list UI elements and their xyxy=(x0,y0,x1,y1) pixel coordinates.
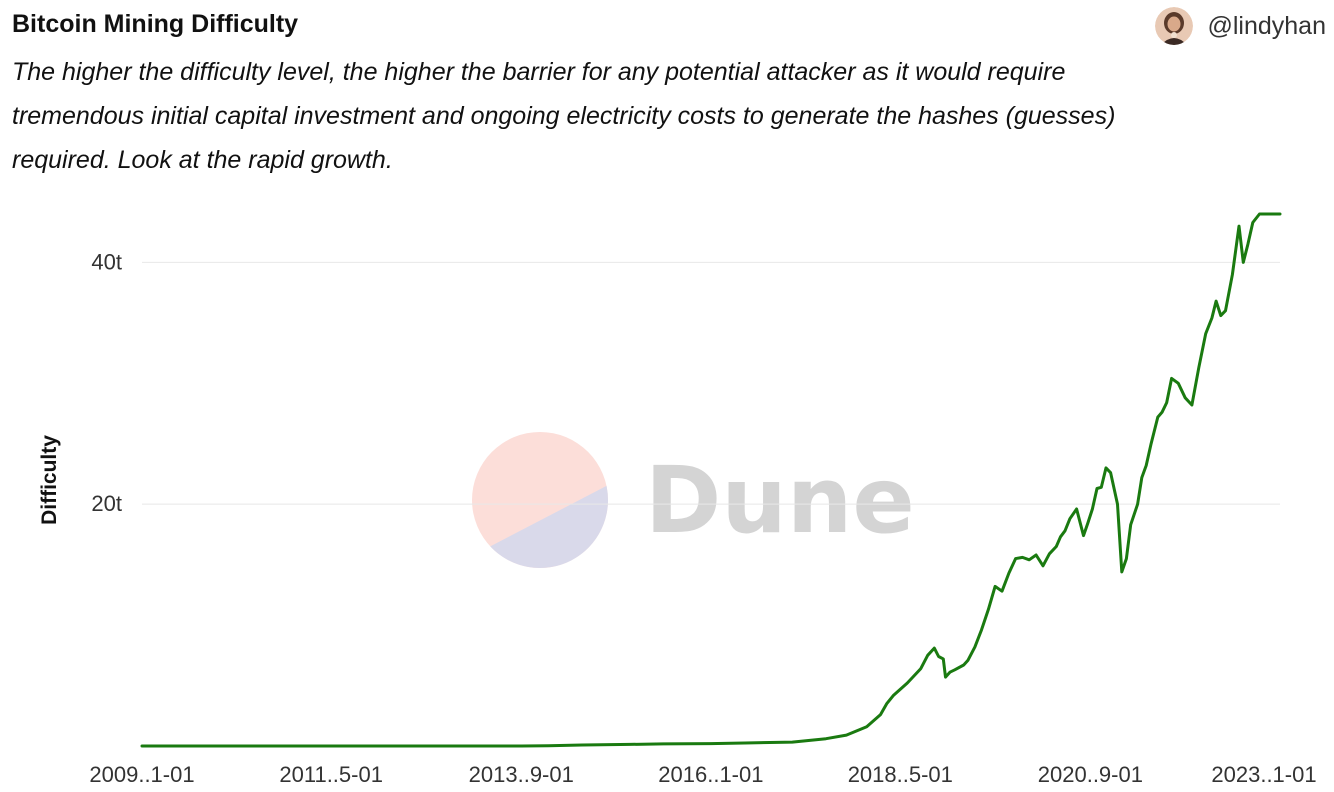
x-tick-label: 2016..1-01 xyxy=(658,762,763,787)
user-badge[interactable]: @lindyhan xyxy=(1155,6,1326,46)
series-line-difficulty xyxy=(140,212,1282,748)
y-tick-label: 20t xyxy=(91,491,122,516)
x-tick-label: 2009..1-01 xyxy=(89,762,194,787)
y-tick-labels: 20t 40t xyxy=(91,249,122,516)
x-tick-label: 2011..5-01 xyxy=(279,762,383,787)
watermark-logo-slice xyxy=(490,485,609,568)
chart-description: The higher the difficulty level, the hig… xyxy=(12,58,1116,174)
x-tick-labels: 2009..1-01 2011..5-01 2013..9-01 2016..1-01… xyxy=(89,762,1316,787)
x-tick-label: 2023..1-01 xyxy=(1211,762,1316,787)
avatar[interactable] xyxy=(1155,7,1194,45)
avatar-icon xyxy=(1155,7,1194,45)
y-tick-label: 40t xyxy=(91,249,122,274)
dune-watermark: Dune xyxy=(472,432,915,568)
username[interactable]: @lindyhan xyxy=(1207,11,1326,40)
chart-title: Bitcoin Mining Difficulty xyxy=(12,10,299,38)
x-tick-label: 2018..5-01 xyxy=(848,762,953,787)
y-axis-title: Difficulty xyxy=(38,435,61,525)
watermark-text: Dune xyxy=(645,447,915,554)
gridlines xyxy=(142,261,1280,505)
x-tick-label: 2013..9-01 xyxy=(469,762,574,787)
series-layer xyxy=(140,212,1282,748)
x-tick-label: 2020..9-01 xyxy=(1038,762,1143,787)
